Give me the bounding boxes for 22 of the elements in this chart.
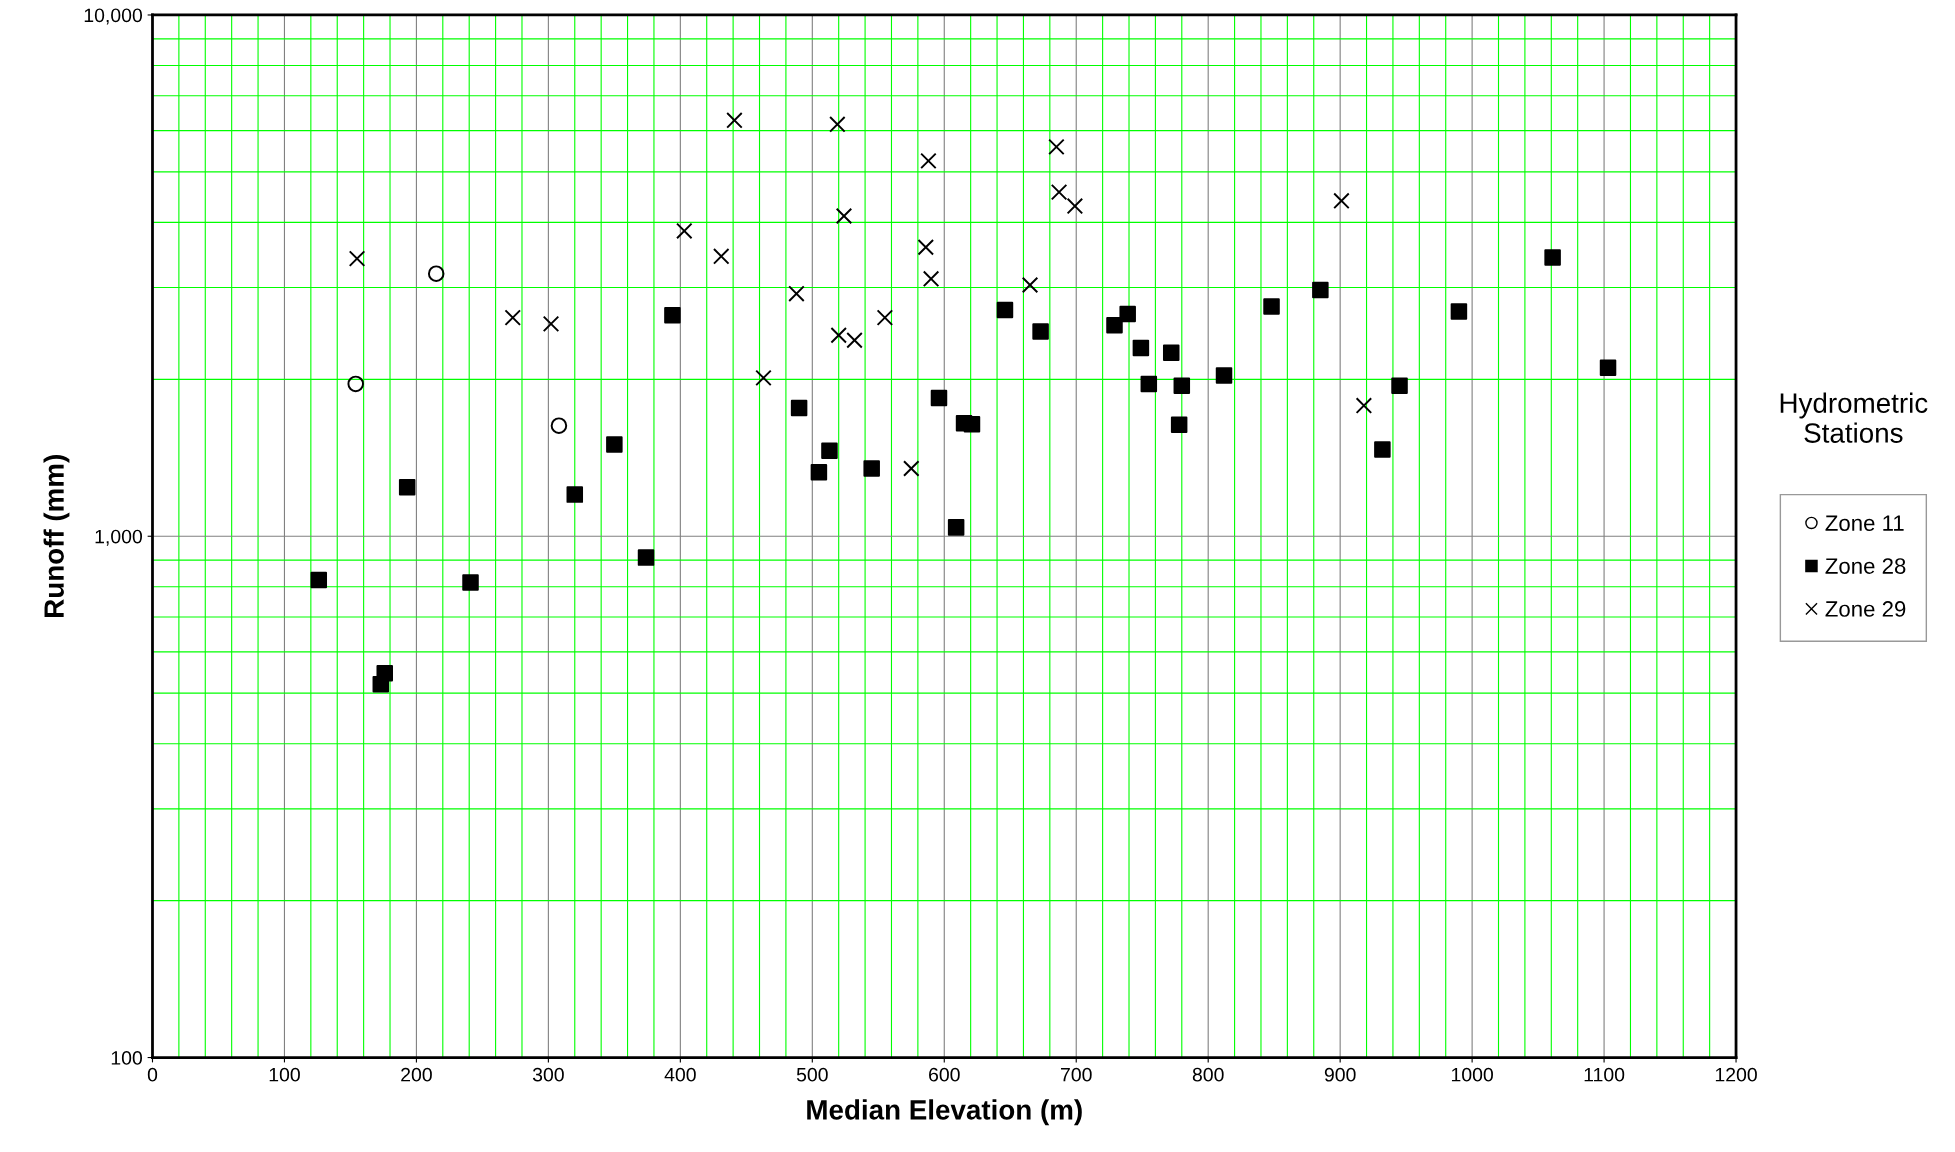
y-tick-label: 10,000 [84, 8, 143, 25]
legend-label: Zone 29 [1825, 601, 1906, 617]
legend-title: Hydrometric Stations [1780, 392, 1928, 443]
x-tick-label: 200 [401, 1067, 432, 1082]
x-tick-label: 400 [664, 1067, 696, 1082]
legend-label: Zone 11 [1825, 515, 1904, 531]
x-axis-title: Median Elevation (m) [807, 1099, 1082, 1126]
x-tick-label: 900 [1324, 1067, 1356, 1082]
x-tick-label: 1200 [1715, 1067, 1757, 1082]
y-tick-label: 1,000 [95, 529, 143, 546]
x-tick-label: 800 [1192, 1067, 1224, 1082]
y-axis-title: Runoff (mm) [43, 455, 70, 617]
x-tick-label: 500 [796, 1067, 828, 1082]
x-tick-label: 600 [929, 1067, 960, 1082]
x-tick-label: 1100 [1584, 1067, 1625, 1082]
y-tick-label: 100 [111, 1051, 143, 1065]
x-tick-label: 1000 [1451, 1067, 1493, 1082]
x-tick-label: 300 [532, 1067, 564, 1082]
x-tick-label: 100 [269, 1067, 300, 1082]
x-tick-label: 0 [147, 1067, 158, 1082]
x-tick-label: 700 [1061, 1067, 1092, 1082]
legend-label: Zone 28 [1825, 558, 1906, 574]
